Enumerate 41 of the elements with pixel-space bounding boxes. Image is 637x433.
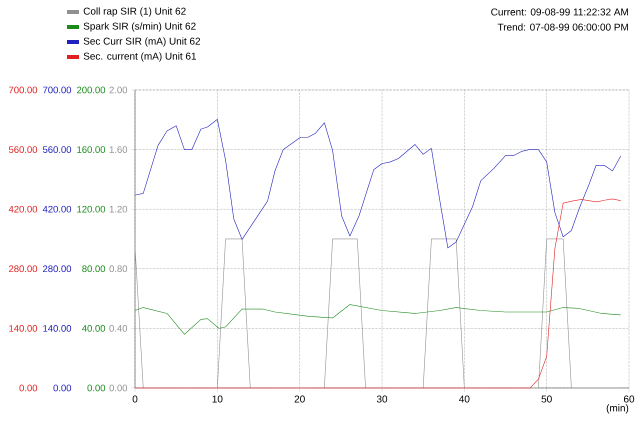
y2-tick-label: 200.00 bbox=[77, 86, 106, 94]
y-tick-label: 1.20 bbox=[110, 206, 128, 213]
x-tick-label: 40 bbox=[459, 396, 470, 403]
legend-label: Sec Curr SIR (mA) Unit 62 bbox=[84, 37, 200, 47]
text: 140.00 bbox=[9, 325, 38, 332]
y3-tick-label: 420.00 bbox=[42, 206, 72, 213]
line-series bbox=[134, 304, 622, 335]
x-tick-label: 50 bbox=[542, 396, 552, 403]
text: Trend: 07-08-99 06:00:00 PM bbox=[498, 23, 628, 31]
y-tick-label: 0.00 bbox=[109, 384, 128, 392]
x-tick-label: 10 bbox=[212, 396, 222, 403]
y2-tick-label: 120.00 bbox=[77, 206, 106, 213]
y3-tick-label: 560.00 bbox=[42, 146, 72, 153]
x-tick-label: 20 bbox=[294, 396, 305, 403]
text: 280.00 bbox=[9, 265, 38, 272]
x-tick-label: 30 bbox=[376, 396, 388, 403]
text: Current: 09-08-99 11:22:32 AM bbox=[491, 8, 628, 16]
y-tick-label: 0.40 bbox=[109, 325, 128, 332]
y3-tick-label: 280.00 bbox=[43, 265, 72, 272]
legend-label: Sec. current (mA) Unit 61 bbox=[84, 52, 196, 62]
y2-tick-label: 80.00 bbox=[82, 265, 106, 272]
line-series bbox=[134, 198, 622, 388]
y3-tick-label: 700.00 bbox=[43, 86, 72, 94]
y-tick-label: 1.60 bbox=[110, 146, 128, 153]
text: 420.00 bbox=[8, 206, 38, 213]
y2-tick-label: 0.00 bbox=[87, 384, 106, 392]
legend-label: Spark SIR (s/min) Unit 62 bbox=[84, 22, 196, 32]
text: 560.00 bbox=[8, 146, 38, 153]
y3-tick-label: 140.00 bbox=[43, 325, 72, 332]
legend-label: Coll rap SIR (1) Unit 62 bbox=[84, 7, 186, 17]
y-tick-label: 0.80 bbox=[109, 265, 128, 272]
text: 700.00 bbox=[9, 86, 38, 94]
x-tick-label: 0 bbox=[132, 396, 138, 403]
y-tick-label: 2.00 bbox=[110, 86, 128, 94]
y2-tick-label: 40.00 bbox=[82, 325, 106, 332]
x-axis-title: (min) bbox=[606, 404, 628, 414]
y3-tick-label: 0.00 bbox=[53, 384, 72, 392]
y2-tick-label: 160.00 bbox=[77, 146, 106, 153]
line-series bbox=[134, 119, 622, 248]
text: 0.00 bbox=[19, 384, 38, 392]
x-tick-label: 60 bbox=[624, 396, 634, 403]
